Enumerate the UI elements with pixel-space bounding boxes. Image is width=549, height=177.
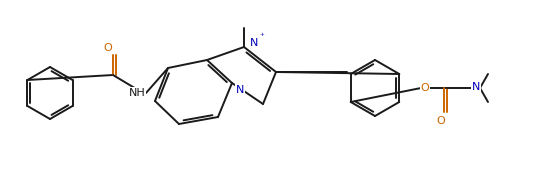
Text: N: N — [236, 85, 244, 95]
Text: ⁺: ⁺ — [260, 33, 265, 41]
Text: NH: NH — [128, 88, 145, 98]
Text: N: N — [472, 82, 480, 92]
Text: O: O — [104, 43, 113, 53]
Text: O: O — [421, 83, 429, 93]
Text: O: O — [436, 116, 445, 126]
Text: N: N — [250, 38, 258, 48]
